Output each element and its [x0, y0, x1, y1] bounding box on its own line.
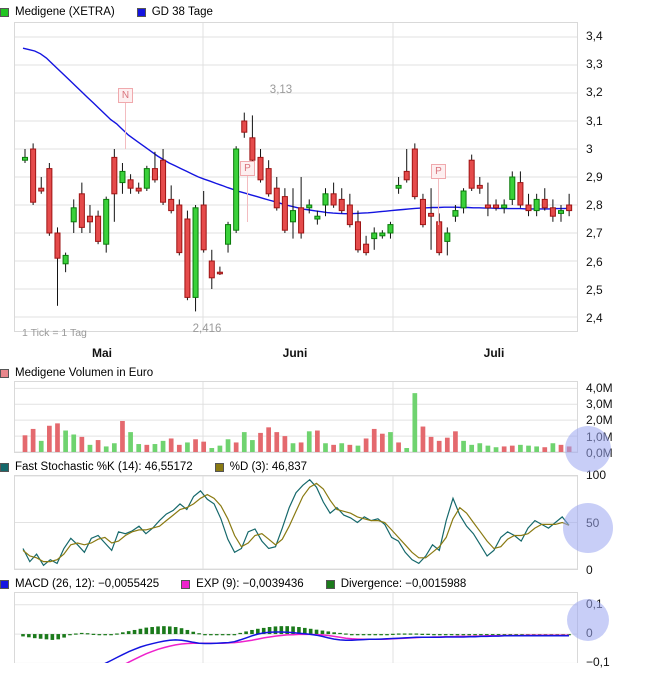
legend-entry[interactable]: Fast Stochastic %K (14): 46,55172 [0, 461, 193, 473]
axis-tick-label: 2,7 [586, 226, 603, 241]
volume-legend: Medigene Volumen in Euro [0, 365, 175, 381]
marker-stem [247, 176, 248, 223]
price-chart-panel[interactable] [14, 22, 578, 332]
axis-tick-label: 2,4 [586, 310, 603, 325]
legend-label: Medigene (XETRA) [15, 6, 115, 18]
volume-cursor-highlight [565, 426, 611, 472]
axis-tick-label: 3,0M [586, 396, 613, 411]
axis-tick-label: 2,8 [586, 198, 603, 213]
legend-entry[interactable]: Divergence: −0,0015988 [325, 578, 467, 590]
axis-tick-label: −0,1 [586, 655, 610, 670]
volume-chart-panel[interactable] [14, 381, 578, 453]
axis-tick-label: 3,3 [586, 57, 603, 72]
macd-chart-panel[interactable] [14, 592, 578, 663]
legend-entry[interactable]: Medigene (XETRA) [0, 6, 115, 18]
legend-label: EXP (9): −0,0039436 [196, 578, 304, 590]
stochastic-legend: Fast Stochastic %K (14): 46,55172 %D (3):… [0, 459, 329, 475]
legend-entry[interactable]: Medigene Volumen in Euro [0, 367, 153, 379]
legend-swatch-icon [0, 579, 9, 589]
legend-swatch-icon [0, 7, 9, 17]
legend-label: Divergence: −0,0015988 [340, 578, 467, 590]
axis-tick-label: 3,4 [586, 29, 603, 44]
legend-swatch-icon [181, 579, 191, 589]
news-marker-p[interactable]: P [431, 163, 446, 179]
axis-tick-label: 2,6 [586, 254, 603, 269]
legend-swatch-icon [325, 579, 335, 589]
news-marker-p[interactable]: P [240, 161, 255, 177]
axis-tick-label: 2,5 [586, 282, 603, 297]
macd-cursor-highlight [567, 599, 609, 641]
axis-tick-label: 4,0M [586, 380, 613, 395]
time-x-axis: Mai Juni Juli [14, 346, 578, 362]
axis-tick-label: 0 [586, 563, 593, 577]
chart-window: Medigene (XETRA) GD 38 Tage 3,4 3,3 3,2 3,1 3… [0, 4, 648, 669]
axis-tick-label: 3,2 [586, 85, 603, 100]
legend-swatch-icon [136, 7, 146, 17]
high-label: 3,13 [269, 84, 293, 97]
legend-label: Medigene Volumen in Euro [15, 367, 154, 379]
month-tick-juli: Juli [483, 346, 505, 360]
legend-entry[interactable]: MACD (26, 12): −0,0055425 [0, 578, 159, 590]
legend-swatch-icon [0, 462, 9, 472]
legend-label: GD 38 Tage [151, 6, 213, 18]
tick-note: 1 Tick = 1 Tag [22, 327, 87, 339]
legend-entry[interactable]: %D (3): 46,837 [214, 461, 308, 473]
price-legend: Medigene (XETRA) GD 38 Tage [0, 4, 235, 20]
axis-tick-label: 2,0M [586, 413, 613, 428]
legend-entry[interactable]: EXP (9): −0,0039436 [181, 578, 304, 590]
marker-stem [125, 102, 126, 149]
price-y-axis: 3,4 3,3 3,2 3,1 3 2,9 2,8 2,7 2,6 2,5 2,4 [586, 22, 648, 332]
macd-legend: MACD (26, 12): −0,0055425 EXP (9): −0,003… [0, 576, 488, 592]
legend-swatch-icon [0, 368, 9, 378]
legend-entry[interactable]: GD 38 Tage [136, 6, 213, 18]
axis-tick-label: 3 [586, 141, 593, 156]
stochastic-chart-panel[interactable] [14, 475, 578, 570]
month-tick-mai: Mai [91, 346, 113, 360]
news-marker-n[interactable]: N [118, 87, 133, 103]
marker-stem [438, 178, 439, 225]
legend-label: MACD (26, 12): −0,0055425 [15, 578, 160, 590]
low-label: 2,416 [192, 323, 222, 336]
month-tick-juni: Juni [282, 346, 308, 360]
legend-swatch-icon [214, 462, 224, 472]
legend-label: %D (3): 46,837 [229, 461, 308, 473]
stochastic-cursor-highlight [563, 503, 613, 553]
axis-tick-label: 3,1 [586, 113, 603, 128]
axis-tick-label: 2,9 [586, 170, 603, 184]
legend-label: Fast Stochastic %K (14): 46,55172 [15, 461, 193, 473]
